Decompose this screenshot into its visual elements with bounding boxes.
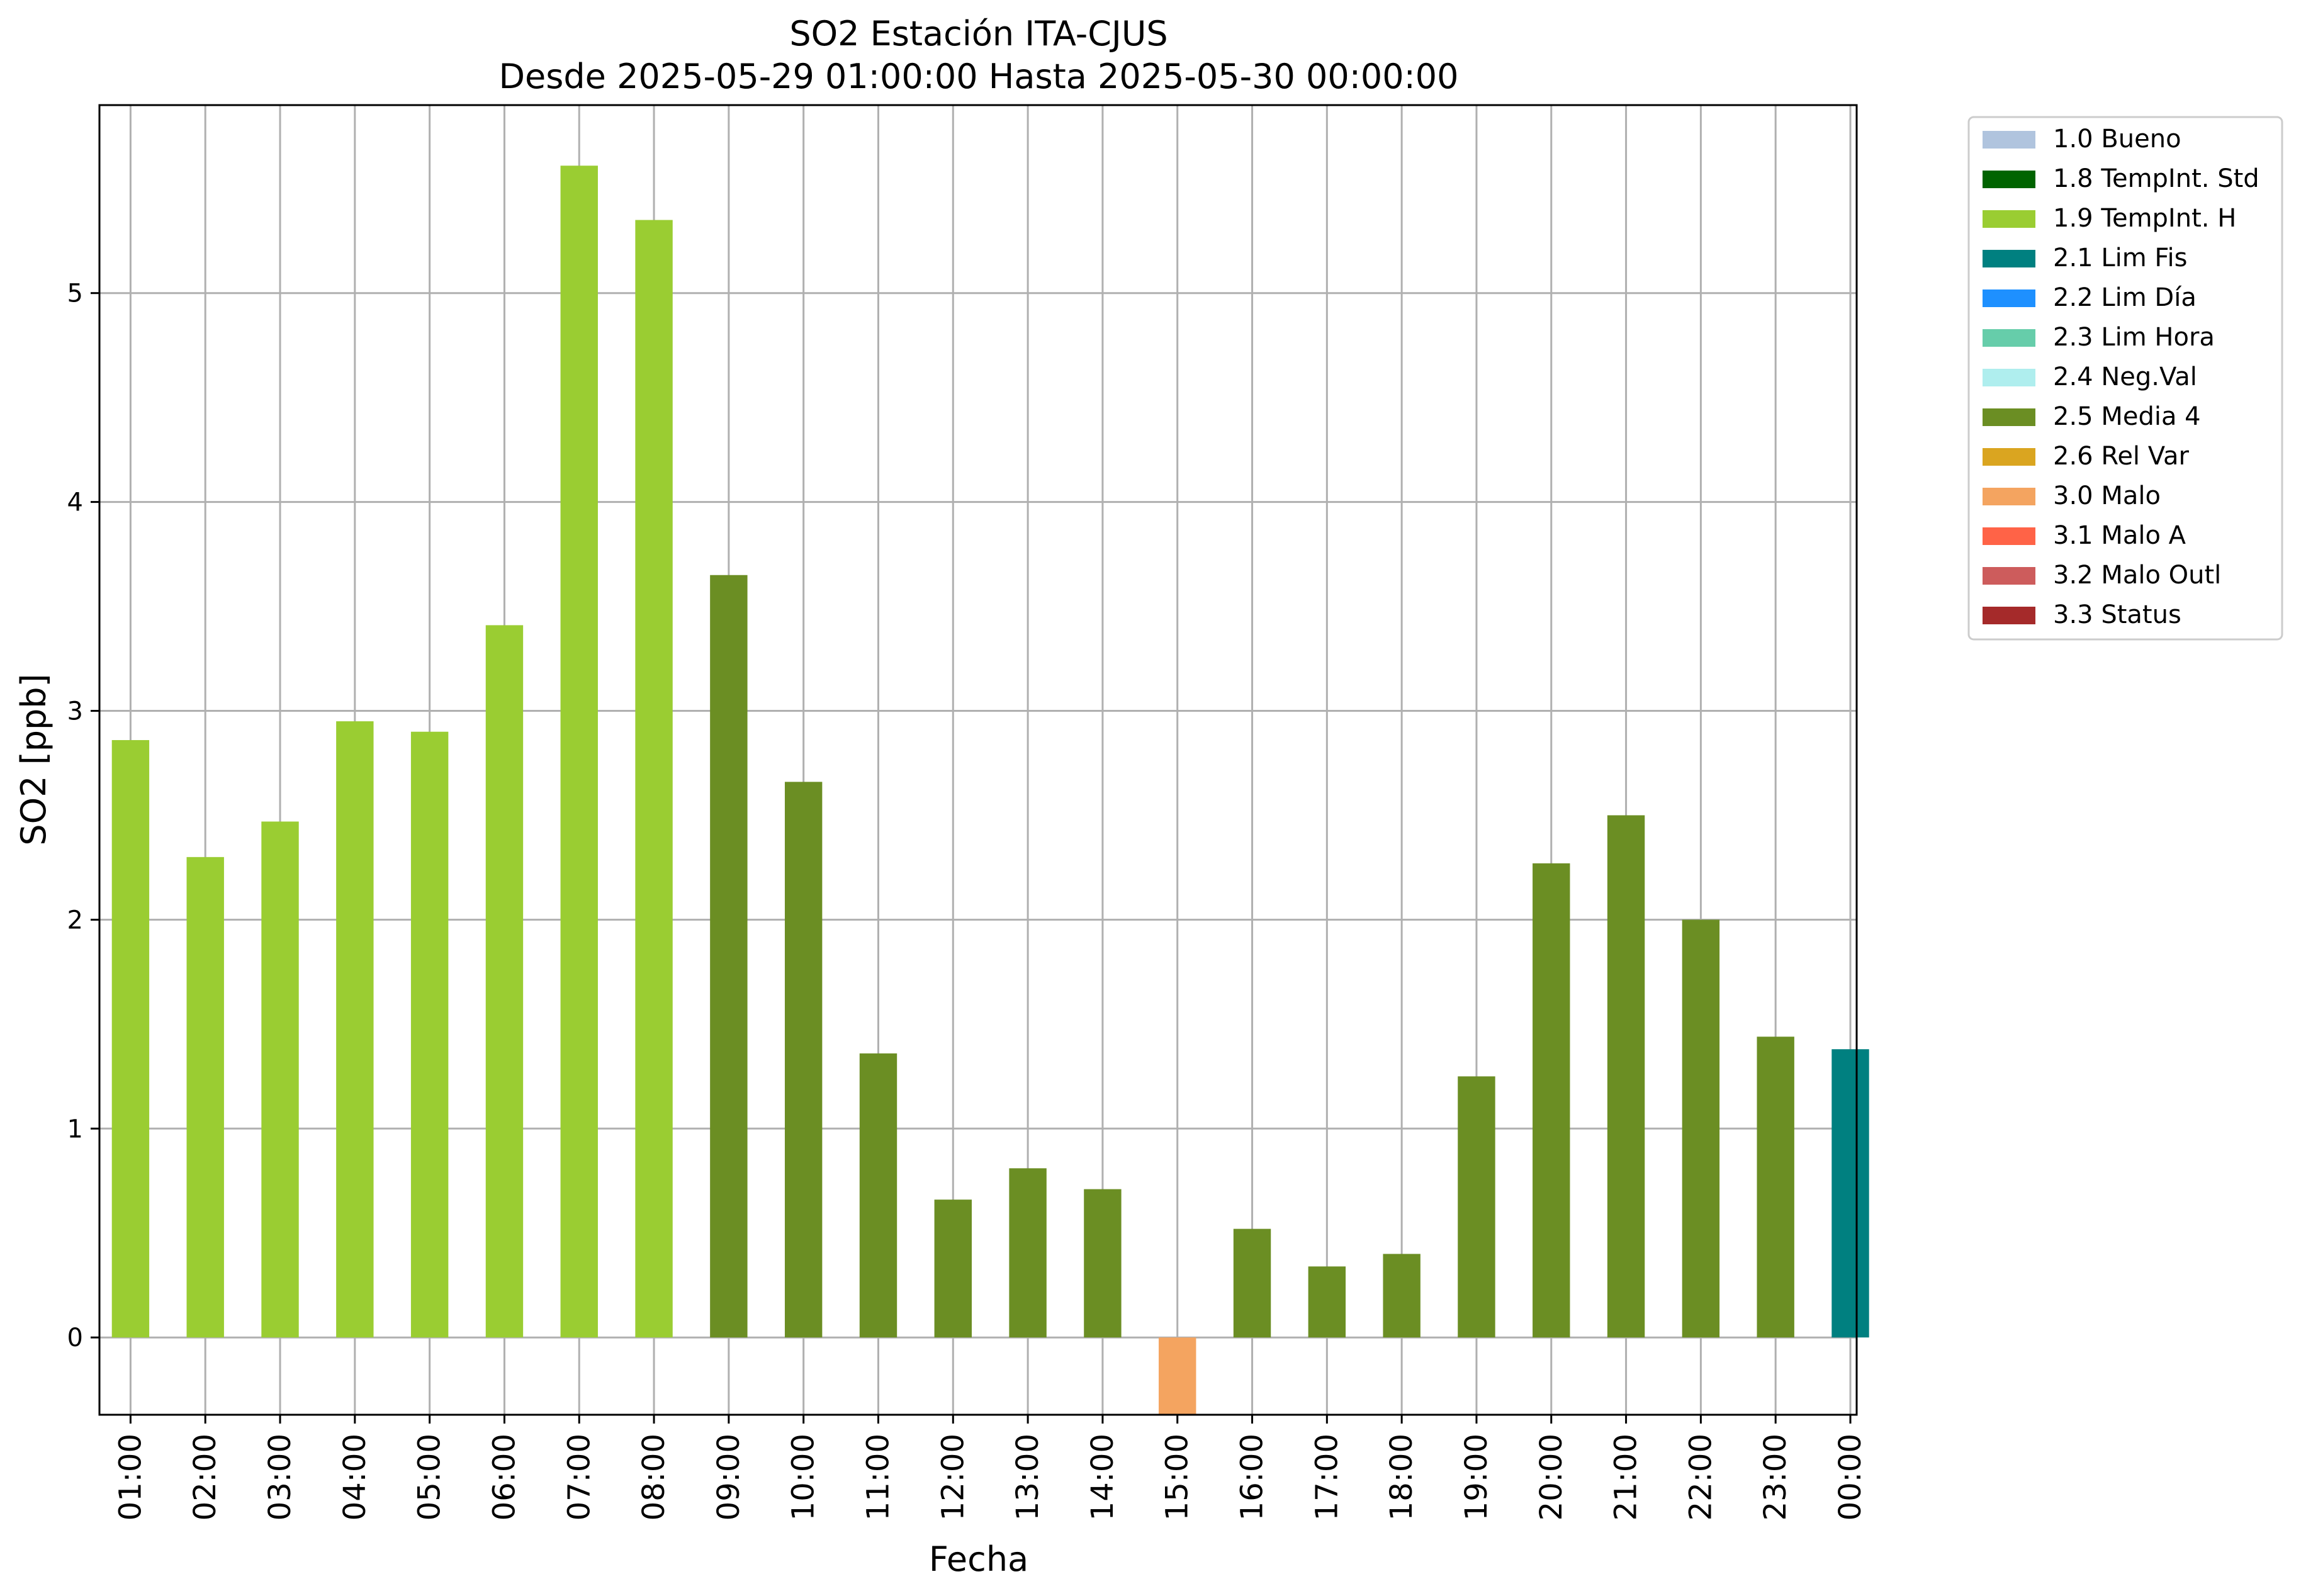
legend-label: 3.3 Status (2053, 600, 2181, 629)
x-tick-label: 18:00 (1384, 1434, 1419, 1520)
legend-label: 2.6 Rel Var (2053, 442, 2190, 471)
x-axis-label: Fecha (929, 1539, 1028, 1579)
bar (1084, 1189, 1122, 1338)
x-tick-label: 16:00 (1235, 1434, 1270, 1520)
legend-swatch (1983, 448, 2035, 466)
legend-swatch (1983, 488, 2035, 505)
bar (1383, 1254, 1421, 1338)
bar (410, 731, 449, 1338)
bar (1308, 1266, 1346, 1338)
y-axis-label: SO2 [ppb] (14, 673, 53, 845)
x-tick-label: 23:00 (1758, 1434, 1793, 1520)
legend-swatch (1983, 329, 2035, 347)
bar (560, 166, 598, 1338)
x-tick-label: 13:00 (1010, 1434, 1045, 1520)
x-tick-label: 15:00 (1160, 1434, 1195, 1520)
bar (710, 575, 748, 1338)
legend-swatch (1983, 527, 2035, 545)
x-tick-label: 19:00 (1459, 1434, 1494, 1520)
bar (859, 1053, 897, 1338)
legend-label: 2.2 Lim Día (2053, 283, 2197, 312)
bar (1533, 863, 1570, 1338)
x-tick-label: 03:00 (262, 1434, 298, 1520)
y-tick-label: 1 (67, 1115, 83, 1144)
legend-swatch (1983, 210, 2035, 228)
axes-ticks: 0 1 2 3 4 5 01:00 02:00 03:00 04:00 05:00 06:00 07:0… (67, 279, 1868, 1521)
chart-title: SO2 Estación ITA-CJUS (789, 14, 1167, 53)
legend-label: 3.0 Malo (2053, 481, 2161, 510)
legend-swatch (1983, 369, 2035, 386)
x-tick-label: 11:00 (860, 1434, 896, 1520)
y-tick-label: 5 (67, 279, 83, 308)
legend-label: 1.0 Bueno (2053, 125, 2181, 154)
x-tick-label: 06:00 (487, 1434, 522, 1520)
x-tick-label: 08:00 (636, 1434, 672, 1520)
legend-label: 2.5 Media 4 (2053, 402, 2201, 431)
y-tick-label: 4 (67, 488, 83, 517)
bar (1458, 1076, 1495, 1338)
plot-frame (98, 104, 1858, 1416)
x-tick-label: 22:00 (1683, 1434, 1718, 1520)
legend-label: 2.4 Neg.Val (2053, 362, 2197, 391)
x-tick-label: 01:00 (113, 1434, 148, 1520)
bar (784, 782, 823, 1338)
x-tick-label: 17:00 (1309, 1434, 1344, 1520)
legend-label: 2.3 Lim Hora (2053, 323, 2215, 352)
chart-subtitle: Desde 2025-05-29 01:00:00 Hasta 2025-05-… (498, 57, 1458, 96)
x-tick-label: 12:00 (935, 1434, 970, 1520)
legend-swatch (1983, 250, 2035, 267)
legend-frame (1967, 116, 2283, 641)
bar (186, 857, 224, 1338)
bar (261, 821, 299, 1338)
y-tick-label: 2 (67, 906, 83, 935)
bar (1009, 1168, 1047, 1338)
x-tick-label: 05:00 (412, 1434, 447, 1520)
x-tick-label: 04:00 (337, 1434, 373, 1520)
x-tick-label: 10:00 (786, 1434, 821, 1520)
bar (336, 721, 374, 1338)
legend-label: 3.1 Malo A (2053, 521, 2186, 550)
bar (1233, 1228, 1271, 1338)
x-tick-label: 21:00 (1609, 1434, 1644, 1520)
bar (934, 1200, 972, 1338)
bar (1607, 815, 1645, 1338)
bar (635, 220, 673, 1338)
x-tick-label: 07:00 (561, 1434, 597, 1520)
y-tick-label: 0 (67, 1323, 83, 1352)
x-tick-label: 00:00 (1833, 1434, 1868, 1520)
x-tick-label: 20:00 (1534, 1434, 1569, 1520)
legend-swatch (1983, 567, 2035, 585)
legend-swatch (1983, 171, 2035, 188)
y-tick-label: 3 (67, 697, 83, 726)
bar (1682, 919, 1720, 1338)
x-tick-label: 09:00 (711, 1434, 746, 1520)
bar (111, 739, 150, 1338)
bar (485, 625, 524, 1338)
legend-label: 1.9 TempInt. H (2053, 204, 2236, 233)
legend-label: 1.8 TempInt. Std (2053, 164, 2259, 193)
bar (1831, 1049, 1869, 1338)
legend-label: 3.2 Malo Outl (2053, 561, 2221, 590)
legend-swatch (1983, 131, 2035, 149)
bar (1757, 1037, 1794, 1338)
legend-swatch (1983, 289, 2035, 307)
legend: 1.0 Bueno 1.8 TempInt. Std 1.9 TempInt. H 2… (1967, 116, 2283, 641)
x-tick-label: 14:00 (1085, 1434, 1120, 1520)
legend-swatch (1983, 607, 2035, 624)
legend-swatch (1983, 408, 2035, 426)
bars (111, 166, 1869, 1415)
legend-label: 2.1 Lim Fis (2053, 244, 2187, 273)
x-tick-label: 02:00 (188, 1434, 223, 1520)
bar (1159, 1337, 1196, 1415)
